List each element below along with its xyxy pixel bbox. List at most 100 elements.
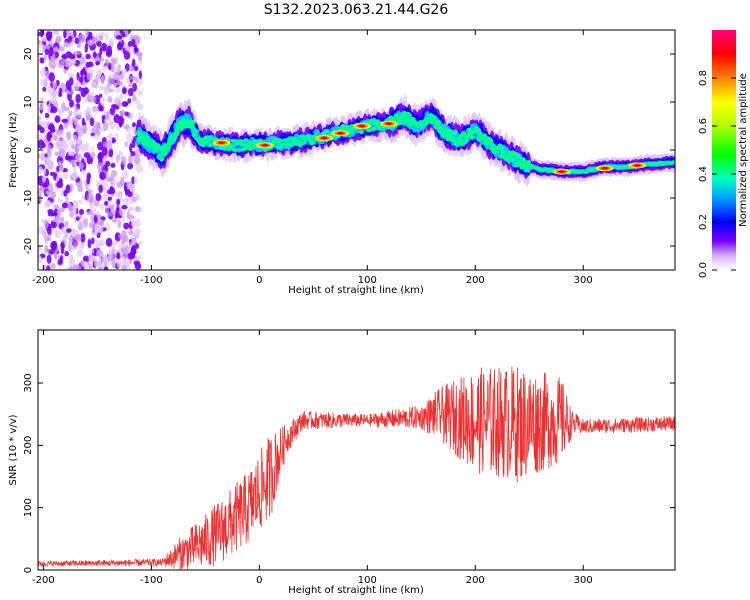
spectrogram-noise-cell xyxy=(85,61,90,68)
spectrogram-ridge-cell xyxy=(507,150,513,156)
spectrogram-noise-cell xyxy=(79,143,87,153)
spectrogram-ridge-cell xyxy=(310,141,316,145)
spectrogram-noise-cell xyxy=(56,106,61,114)
spectrogram-ridge-cell xyxy=(197,140,204,145)
spectrogram-noise-cell xyxy=(96,249,102,258)
spectrogram-ridge-cell xyxy=(161,151,167,157)
spectrogram-noise-cell xyxy=(108,249,113,260)
spectrogram-noise-cell xyxy=(50,106,58,114)
spectrogram-noise-cell xyxy=(138,56,143,61)
snr-x-tick-label: 200 xyxy=(466,575,485,586)
spectrogram-noise-cell xyxy=(102,182,109,192)
colorbar-tick-label: 0.2 xyxy=(698,214,709,230)
spectrogram-noise-cell xyxy=(127,214,135,220)
spectrogram-noise-cell xyxy=(44,244,49,254)
colorbar-ticks: 0.0 0.2 0.4 0.6 0.8 xyxy=(698,70,736,278)
spectrogram-noise-cell xyxy=(96,68,103,77)
spectrogram-noise-cell xyxy=(121,204,128,210)
spectrogram-noise-cell xyxy=(131,94,137,102)
spectrogram-ridge-cell xyxy=(587,169,594,173)
spectrogram-ridge-cell xyxy=(370,118,376,123)
spectrogram-noise-cell xyxy=(133,155,141,165)
spectrogram-noise-cell xyxy=(58,148,66,158)
spectrogram-noise-cell xyxy=(125,76,130,84)
spectrogram-noise-cell xyxy=(98,93,103,98)
spectrogram-noise-cell xyxy=(84,94,91,104)
spectrogram-noise-cell xyxy=(78,162,85,169)
spectrogram-ridge-cell xyxy=(451,130,458,135)
spectrogram-noise-cell xyxy=(64,233,69,239)
spectrogram-ridge-cell xyxy=(438,126,445,131)
spectrogram-noise-cell xyxy=(68,234,74,244)
spectrogram-noise-cell xyxy=(72,171,79,180)
spectrogram-ridge-cell xyxy=(139,134,145,140)
spectrogram-x-tick-label: 0 xyxy=(256,275,262,286)
snr-x-tick-label: 100 xyxy=(358,575,377,586)
snr-y-tick-label: 200 xyxy=(23,436,34,455)
spectrogram-noise-cell xyxy=(56,174,60,183)
spectrogram-noise-cell xyxy=(98,102,102,112)
spectrogram-ridge-cell xyxy=(519,164,525,170)
spectrogram-noise-cell xyxy=(71,37,76,43)
spectrogram-ridge-cell xyxy=(232,148,239,152)
spectrogram-peak-cell xyxy=(261,143,269,147)
spectrogram-noise-cell xyxy=(109,174,114,182)
spectrogram-ridge-cell xyxy=(672,160,675,164)
spectrogram-noise-cell xyxy=(78,241,85,250)
spectrogram-noise-cell xyxy=(94,107,99,114)
spectrogram-noise-cell xyxy=(96,161,104,171)
spectrogram-noise-cell xyxy=(67,84,72,92)
spectrogram-y-tick-label: -20 xyxy=(23,238,34,254)
spectrogram-peak-cell xyxy=(385,122,393,125)
spectrogram-noise-cell xyxy=(97,258,104,264)
spectrogram-noise-cell xyxy=(55,35,62,42)
spectrogram-noise-cell xyxy=(118,118,123,128)
spectrogram-noise-cell xyxy=(107,96,113,103)
spectrogram-ridge-cell xyxy=(199,137,205,142)
spectrogram-noise-cell xyxy=(84,142,90,152)
snr-x-ticks: -200 -100 0 100 200 300 xyxy=(32,330,593,586)
spectrogram-noise-cell xyxy=(126,132,134,143)
spectrogram-ridge-cell xyxy=(159,155,165,162)
spectrogram-noise-cell xyxy=(42,120,47,127)
spectrogram-noise-cell xyxy=(104,189,108,197)
spectrogram-noise-cell xyxy=(97,227,104,233)
spectrogram-noise-cell xyxy=(47,218,51,223)
spectrogram-noise-cell xyxy=(52,80,57,89)
snr-x-tick-label: -200 xyxy=(32,575,55,586)
spectrogram-noise-cell xyxy=(67,72,74,79)
spectrogram-noise-cell xyxy=(98,239,105,247)
spectrogram-noise-cell xyxy=(61,54,68,60)
spectrogram-noise-cell xyxy=(135,51,143,57)
spectrogram-noise-cell xyxy=(104,58,109,67)
spectrogram-noise-cell xyxy=(119,110,126,116)
spectrogram-noise-cell xyxy=(72,81,80,92)
spectrogram-ridge-cell xyxy=(151,140,157,147)
spectrogram-ridge-cell xyxy=(278,138,284,143)
spectrogram-ridge-cell xyxy=(289,142,296,146)
spectrogram-noise-cell xyxy=(111,169,118,178)
spectrogram-noise-cell xyxy=(96,39,102,47)
spectrogram-noise-cell xyxy=(108,148,114,158)
spectrogram-noise-cell xyxy=(127,40,133,47)
spectrogram-noise-cell xyxy=(38,134,43,140)
spectrogram-ridge-cell xyxy=(470,134,476,140)
spectrogram-noise-cell xyxy=(69,41,74,47)
spectrogram-noise-cell xyxy=(78,209,85,216)
spectrogram-noise-cell xyxy=(72,228,76,235)
spectrogram-noise-cell xyxy=(63,189,68,197)
spectrogram-noise-cell xyxy=(101,146,108,156)
spectrogram-noise-cell xyxy=(111,62,115,73)
spectrogram-noise-cell xyxy=(51,128,56,133)
spectrogram-ridge-cell xyxy=(403,118,410,124)
spectrogram-noise-cell xyxy=(132,122,136,128)
spectrogram-ridge-cell xyxy=(515,153,521,159)
spectrogram-noise-cell xyxy=(136,164,143,173)
spectrogram-noise-cell xyxy=(49,46,54,57)
spectrogram-noise-cell xyxy=(110,58,116,66)
spectrogram-noise-cell xyxy=(134,206,142,213)
spectrogram-noise-cell xyxy=(74,50,82,55)
spectrogram-noise-cell xyxy=(80,232,86,243)
spectrogram-noise-cell xyxy=(110,156,114,161)
spectrogram-noise-cell xyxy=(54,89,60,97)
